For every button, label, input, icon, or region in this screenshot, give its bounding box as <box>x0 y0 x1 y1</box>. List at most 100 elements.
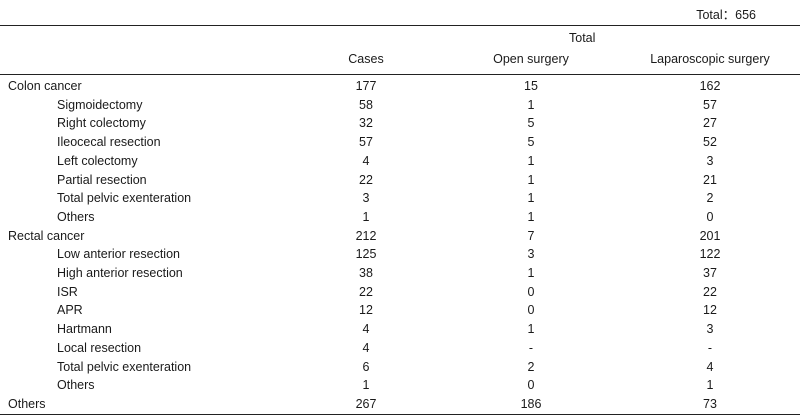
header-group-label: Total <box>442 25 800 48</box>
cell-open-surgery: 5 <box>527 116 535 131</box>
total-note: Total：656 <box>696 8 756 22</box>
cell-laparoscopic-surgery: 12 <box>703 303 717 318</box>
cell-cases: 12 <box>359 303 373 318</box>
cell-cases: 1 <box>362 378 370 393</box>
cell-laparoscopic-surgery: 3 <box>706 153 714 168</box>
cell-open-surgery: 1 <box>527 322 535 337</box>
table-row: APR 12 0 12 <box>0 301 800 320</box>
row-label: Colon cancer <box>8 79 82 93</box>
cell-laparoscopic-surgery: 122 <box>699 247 721 262</box>
cell-cases: 57 <box>359 135 373 150</box>
row-label: ISR <box>57 284 78 299</box>
table-row: Total pelvic exenteration 6 2 4 <box>0 358 800 377</box>
row-label: Others <box>57 378 95 393</box>
cell-cases: 125 <box>355 247 377 262</box>
cell-open-surgery: 7 <box>527 228 535 243</box>
cell-open-surgery: 3 <box>527 247 535 262</box>
cell-laparoscopic-surgery: 201 <box>699 228 721 243</box>
cell-laparoscopic-surgery: 73 <box>620 394 800 415</box>
cell-laparoscopic-surgery: 52 <box>703 135 717 150</box>
column-header-cases: Cases <box>290 48 442 75</box>
cell-laparoscopic-surgery: 1 <box>706 378 714 393</box>
cell-cases: 3 <box>362 191 370 206</box>
cell-laparoscopic-surgery: 0 <box>706 209 714 224</box>
column-header-laparoscopic-surgery: Laparoscopic surgery <box>620 48 800 75</box>
row-label: Total pelvic exenteration <box>57 359 192 374</box>
cell-laparoscopic-surgery: - <box>707 340 713 355</box>
header-group-row: Total <box>0 25 800 48</box>
cell-laparoscopic-surgery: 162 <box>699 79 721 93</box>
table-row: Right colectomy 32 5 27 <box>0 114 800 133</box>
cell-open-surgery: 1 <box>527 172 535 187</box>
cell-cases: 1 <box>362 209 370 224</box>
table-row: Ileocecal resection 57 5 52 <box>0 133 800 152</box>
cell-open-surgery: 2 <box>527 359 535 374</box>
cell-open-surgery: 5 <box>527 135 535 150</box>
header-empty-cell <box>290 25 442 48</box>
surgery-table: Total Cases Open surgery Laparoscopic su… <box>0 25 800 415</box>
table-row: Local resection 4 - - <box>0 339 800 358</box>
table-row: ISR 22 0 22 <box>0 283 800 302</box>
table-row: Hartmann 4 1 3 <box>0 320 800 339</box>
header-empty-cell <box>0 25 290 48</box>
header-columns-row: Cases Open surgery Laparoscopic surgery <box>0 48 800 75</box>
cell-laparoscopic-surgery: 22 <box>703 284 717 299</box>
cell-laparoscopic-surgery: 3 <box>706 322 714 337</box>
cell-cases: 177 <box>355 79 377 93</box>
table-row: Rectal cancer 212 7 201 <box>0 227 800 246</box>
cell-cases: 22 <box>359 172 373 187</box>
table-row: High anterior resection 38 1 37 <box>0 264 800 283</box>
cell-laparoscopic-surgery: 21 <box>703 172 717 187</box>
row-label: Local resection <box>57 340 142 355</box>
cell-laparoscopic-surgery: 27 <box>703 116 717 131</box>
column-header-open-surgery: Open surgery <box>442 48 620 75</box>
row-label: Rectal cancer <box>8 228 85 243</box>
row-label: Left colectomy <box>57 153 138 168</box>
cell-open-surgery: 0 <box>527 303 535 318</box>
cell-laparoscopic-surgery: 37 <box>703 266 717 281</box>
cell-open-surgery: 1 <box>527 153 535 168</box>
cell-cases: 212 <box>355 228 377 243</box>
row-label: High anterior resection <box>57 266 183 281</box>
cell-cases: 58 <box>359 97 373 112</box>
cell-open-surgery: 1 <box>527 209 535 224</box>
row-label: Total pelvic exenteration <box>57 191 192 206</box>
cell-open-surgery: - <box>528 340 534 355</box>
table-row: Others 1 1 0 <box>0 208 800 227</box>
row-label: Ileocecal resection <box>57 135 161 150</box>
table-header: Total Cases Open surgery Laparoscopic su… <box>0 25 800 75</box>
cell-laparoscopic-surgery: 2 <box>706 191 714 206</box>
table-row: Left colectomy 4 1 3 <box>0 152 800 171</box>
row-label: Right colectomy <box>57 116 146 131</box>
cell-open-surgery: 186 <box>442 394 620 415</box>
cell-cases: 38 <box>359 266 373 281</box>
cell-laparoscopic-surgery: 4 <box>706 359 714 374</box>
row-label: Sigmoidectomy <box>57 97 143 112</box>
row-label: Partial resection <box>57 172 147 187</box>
row-label: Low anterior resection <box>57 247 180 262</box>
cell-open-surgery: 0 <box>527 378 535 393</box>
cell-open-surgery: 0 <box>527 284 535 299</box>
cell-cases: 4 <box>362 340 370 355</box>
cell-open-surgery: 1 <box>527 266 535 281</box>
table-row: Total pelvic exenteration 3 1 2 <box>0 189 800 208</box>
row-label: APR <box>57 303 83 318</box>
table-row: Others 267 186 73 <box>0 394 800 415</box>
cell-open-surgery: 1 <box>527 191 535 206</box>
cell-cases: 22 <box>359 284 373 299</box>
row-label: Others <box>57 209 95 224</box>
cell-laparoscopic-surgery: 57 <box>703 97 717 112</box>
row-label: Hartmann <box>57 322 112 337</box>
header-empty-cell <box>0 48 290 75</box>
table-row: Sigmoidectomy 58 1 57 <box>0 96 800 115</box>
cell-cases: 267 <box>290 394 442 415</box>
surgery-table-container: Total Cases Open surgery Laparoscopic su… <box>0 25 800 415</box>
cell-open-surgery: 15 <box>524 79 538 93</box>
table-body: Colon cancer 177 15 162 Sigmoidectomy 58 1 57 Ri… <box>0 75 800 415</box>
cell-cases: 4 <box>362 153 370 168</box>
cell-cases: 4 <box>362 322 370 337</box>
cell-open-surgery: 1 <box>527 97 535 112</box>
cell-cases: 6 <box>362 359 370 374</box>
table-row: Colon cancer 177 15 162 <box>0 75 800 96</box>
table-row: Partial resection 22 1 21 <box>0 171 800 190</box>
